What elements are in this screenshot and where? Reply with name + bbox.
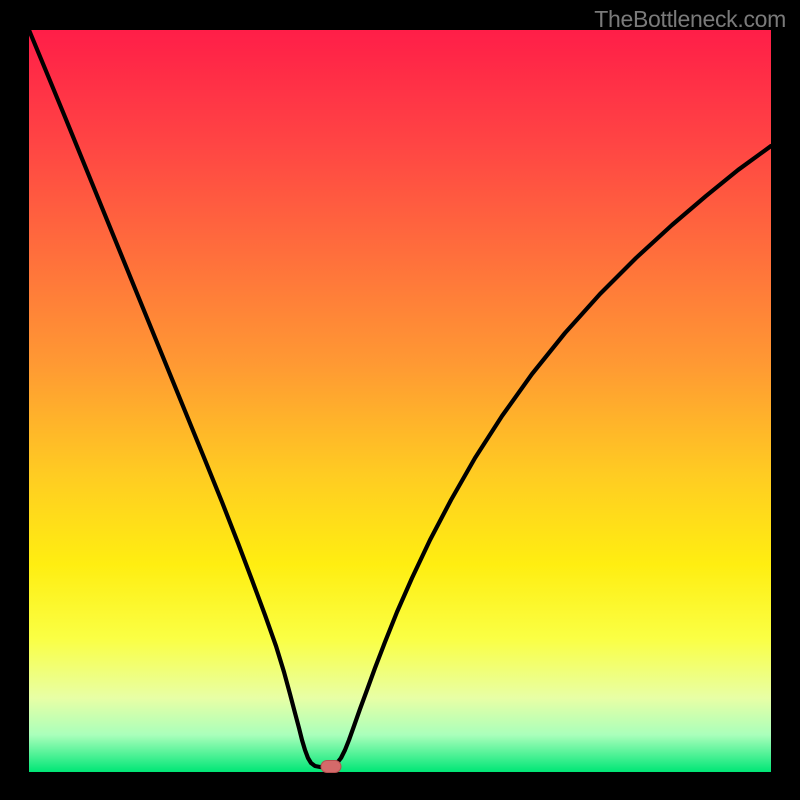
chart-container: TheBottleneck.com (0, 0, 800, 800)
frame-bottom (0, 772, 800, 800)
gradient-background (29, 30, 771, 772)
optimum-marker (321, 761, 341, 773)
watermark-text: TheBottleneck.com (594, 6, 786, 33)
frame-left (0, 0, 29, 800)
frame-right (771, 0, 800, 800)
bottleneck-chart (0, 0, 800, 800)
